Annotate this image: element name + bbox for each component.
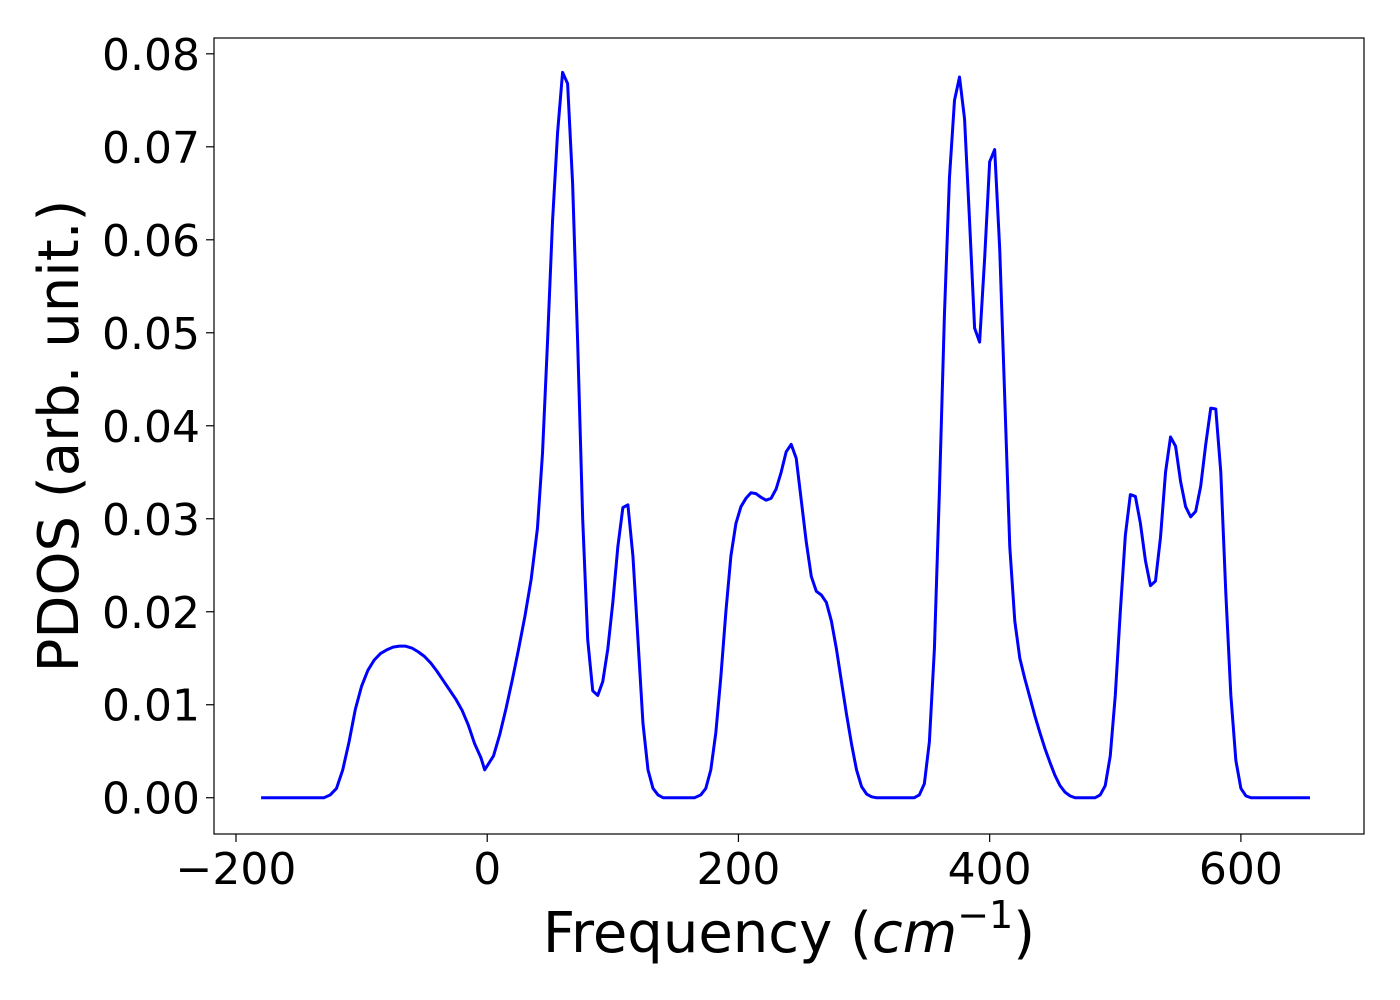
y-tick-label: 0.06 <box>102 216 200 267</box>
y-tick-label: 0.08 <box>102 30 200 81</box>
y-tick-label: 0.02 <box>102 588 200 639</box>
y-tick-label: 0.04 <box>102 402 200 453</box>
y-tick-label: 0.01 <box>102 681 200 732</box>
x-tick-label: 200 <box>696 844 780 895</box>
x-label-unit: cm <box>872 901 957 966</box>
y-tick-label: 0.05 <box>102 309 200 360</box>
y-axis-label: PDOS (arb. unit.) <box>27 200 92 673</box>
x-axis-label: Frequency (cm−1) <box>543 893 1035 966</box>
x-tick-label: 600 <box>1199 844 1283 895</box>
x-tick-label: −200 <box>176 844 297 895</box>
plot-frame <box>213 37 1365 835</box>
x-tick-label: 400 <box>948 844 1032 895</box>
data-line <box>261 70 1310 800</box>
y-tick-label: 0.00 <box>102 774 200 825</box>
x-tick-label: 0 <box>473 844 501 895</box>
y-tick-label: 0.07 <box>102 123 200 174</box>
x-label-text: ) <box>1013 901 1035 966</box>
x-label-exponent: −1 <box>957 893 1013 937</box>
x-label-text: Frequency ( <box>543 901 872 966</box>
y-tick-label: 0.03 <box>102 495 200 546</box>
